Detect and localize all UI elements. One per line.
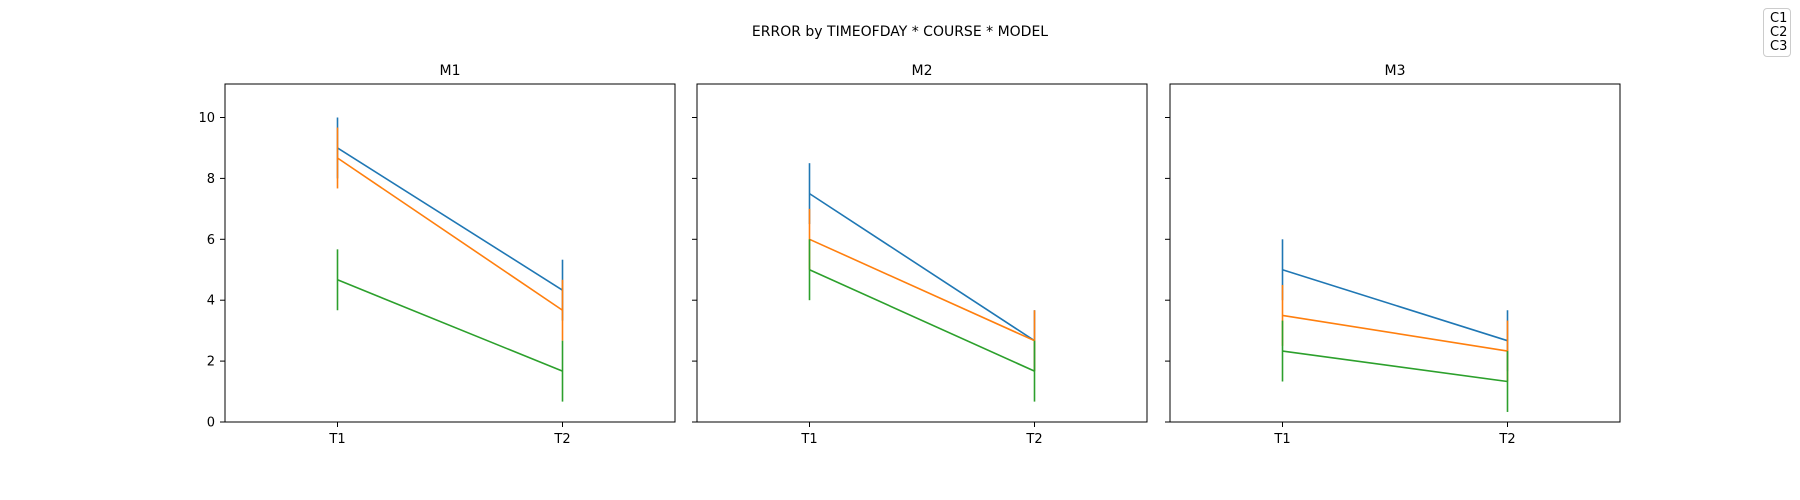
panel-1-series-c1-line [337, 147, 563, 291]
panel-3-title: M3 [1385, 63, 1406, 79]
panel-3-series-c1-line [1282, 268, 1508, 342]
y-tick-label: 6 [207, 233, 215, 248]
y-tick-label: 4 [207, 294, 215, 309]
panel-3-series-c3-line [1282, 350, 1508, 383]
y-tick-label: 2 [207, 355, 215, 370]
panel-2-frame [696, 83, 1148, 423]
panel-1-frame [224, 83, 676, 423]
panel-1-series-c3-line [337, 279, 563, 372]
chart-title: ERROR by TIMEOFDAY * COURSE * MODEL [752, 24, 1048, 40]
legend-entry-c1: C1 [1770, 11, 1788, 26]
panel-2-series-c2-line [809, 238, 1035, 342]
y-tick-label: 8 [207, 172, 215, 187]
legend: C1 C2 C3 [1763, 8, 1791, 57]
y-tick-label: 10 [198, 111, 215, 126]
panel-2-x-tick-label: T1 [800, 432, 817, 447]
panel-2-x-tick-label: T2 [1025, 432, 1042, 447]
panel-3-series-c2-line [1282, 314, 1508, 352]
legend-entry-c3: C3 [1770, 39, 1788, 54]
panel-2-title: M2 [912, 63, 933, 79]
panel-2-series-c1-line [809, 192, 1035, 342]
panel-3-x-tick-label: T1 [1273, 432, 1290, 447]
legend-entry-c2: C2 [1770, 25, 1788, 40]
panel-1-x-tick-label: T2 [553, 432, 570, 447]
y-tick-label: 0 [207, 416, 215, 431]
panel-3-frame [1169, 83, 1621, 423]
panel-1-series-c2-line [337, 157, 563, 311]
panel-1-x-tick-label: T1 [328, 432, 345, 447]
panel-1-title: M1 [440, 63, 461, 79]
panel-3-x-tick-label: T2 [1498, 432, 1515, 447]
panel-2-series-c3-line [809, 269, 1035, 372]
